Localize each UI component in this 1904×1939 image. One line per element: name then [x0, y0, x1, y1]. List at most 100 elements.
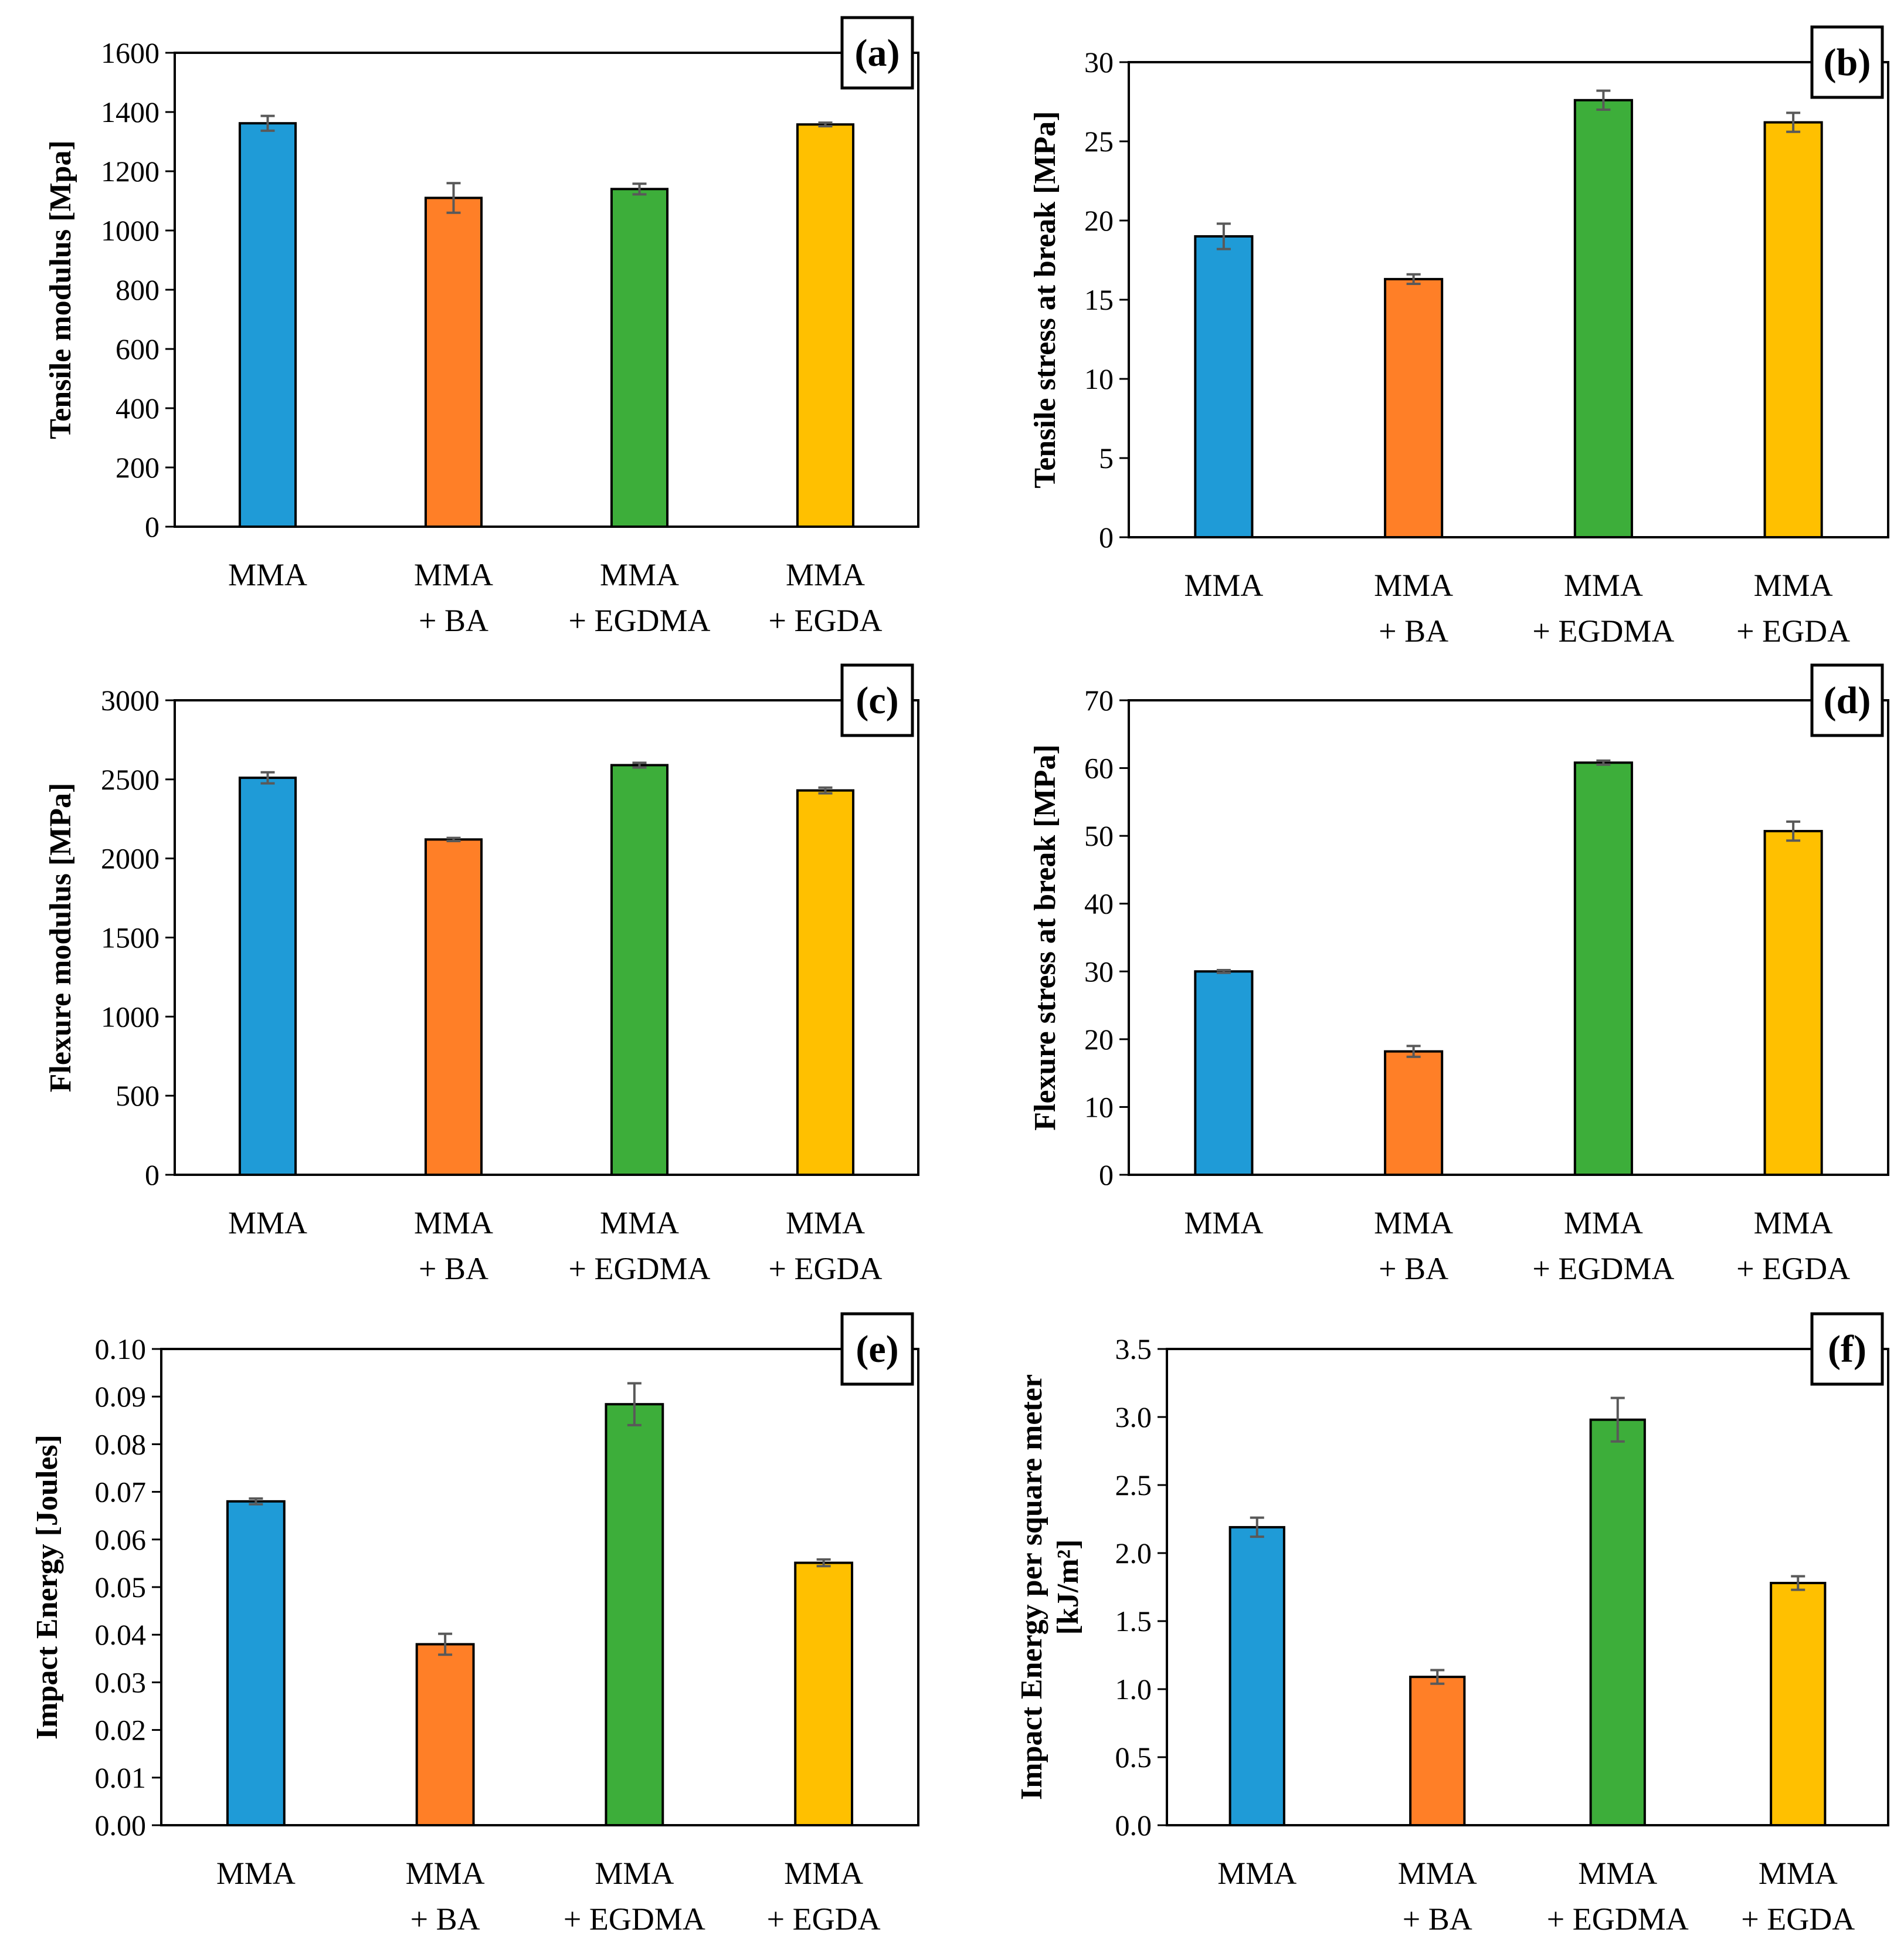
- y-tick-label: 0.10: [95, 1333, 147, 1365]
- y-tick-label: 200: [116, 451, 159, 484]
- chart-panel-f: 0.0 0.5 1.0 1.5 2.0 2.5 3.0 3.5 Impact Energy pe…: [1015, 1312, 1889, 1937]
- category-label: + BA: [410, 1901, 480, 1937]
- bar: [1763, 121, 1823, 539]
- bar: [794, 1561, 854, 1826]
- category-label: MMA: [1184, 568, 1263, 603]
- y-tick-label: 0.01: [95, 1761, 147, 1794]
- chart-panel-c: 0 500 1000 1500 2000 2500 3000 Flexure modulus …: [44, 663, 919, 1286]
- y-tick-label: 0.07: [95, 1476, 147, 1509]
- y-tick-label: 1000: [101, 214, 159, 247]
- category-label: + EGDMA: [1532, 613, 1674, 649]
- plot-frame: [1128, 699, 1889, 1176]
- y-tick-label: 70: [1084, 684, 1114, 717]
- panel-tag-box: [1810, 663, 1884, 737]
- category-label: MMA: [1398, 1856, 1477, 1891]
- category-label: MMA: [600, 1205, 679, 1240]
- bar: [1763, 830, 1823, 1176]
- category-label: MMA: [1217, 1856, 1297, 1891]
- category-label: MMA: [786, 557, 865, 592]
- y-tick-label: 15: [1084, 283, 1114, 316]
- category-label: MMA: [1564, 568, 1643, 603]
- panel-tag: (d): [1824, 679, 1871, 722]
- y-tick-label: 0.5: [1115, 1741, 1152, 1774]
- category-label: MMA: [228, 557, 307, 592]
- plot-frame: [1166, 1348, 1889, 1826]
- panel-tag-box: [1810, 1312, 1884, 1386]
- panel-tag: (c): [856, 679, 898, 722]
- y-tick-label: 10: [1084, 1090, 1114, 1123]
- y-tick-label: 500: [116, 1079, 159, 1112]
- y-tick-label: 30: [1084, 955, 1114, 988]
- y-axis-title: Flexure stress at break [MPa]: [1029, 744, 1062, 1131]
- y-tick-label: 1.5: [1115, 1605, 1152, 1638]
- y-tick-label: 2000: [101, 842, 159, 875]
- category-label: + BA: [1379, 1251, 1448, 1286]
- panel-tag: (f): [1828, 1328, 1866, 1371]
- bar: [1384, 277, 1444, 538]
- y-tick-label: 3.0: [1115, 1401, 1152, 1433]
- y-tick-label: 3.5: [1115, 1333, 1152, 1365]
- panel-tag-box: [1810, 25, 1884, 99]
- y-tick-label: 0.03: [95, 1666, 147, 1699]
- category-label: MMA: [1754, 1205, 1833, 1240]
- y-tick-label: 0: [1099, 521, 1114, 554]
- bar: [796, 789, 855, 1176]
- category-label: MMA: [1184, 1205, 1263, 1240]
- category-label: + EGDMA: [1547, 1901, 1689, 1937]
- category-label: + EGDA: [767, 1901, 881, 1937]
- chart-panel-a: 0 200 400 600 800 1000 1200 1400 1600 Tensile mod…: [44, 16, 919, 638]
- category-label: + EGDA: [1736, 613, 1850, 649]
- category-label: + EGDA: [769, 1251, 883, 1286]
- category-label: MMA: [216, 1856, 296, 1891]
- y-tick-label: 1400: [101, 96, 159, 128]
- y-tick-label: 0.00: [95, 1809, 147, 1842]
- y-tick-label: 20: [1084, 204, 1114, 237]
- y-axis-title: Flexure modulus [MPa]: [44, 783, 77, 1093]
- bar: [1409, 1676, 1466, 1827]
- category-label: MMA: [595, 1856, 674, 1891]
- y-tick-label: 20: [1084, 1023, 1114, 1056]
- y-tick-label: 1500: [101, 921, 159, 954]
- y-tick-label: 0: [145, 1158, 159, 1191]
- bar: [1228, 1526, 1285, 1826]
- category-label: + EGDMA: [569, 603, 711, 638]
- y-tick-label: 10: [1084, 362, 1114, 395]
- y-tick-label: 1200: [101, 155, 159, 188]
- category-label: MMA: [1374, 1205, 1453, 1240]
- y-tick-label: 0: [145, 510, 159, 543]
- category-label: MMA: [786, 1205, 865, 1240]
- category-label: + BA: [1403, 1901, 1472, 1937]
- bar: [1194, 970, 1254, 1177]
- y-tick-label: 2.0: [1115, 1537, 1152, 1569]
- y-tick-label: 5: [1099, 442, 1114, 474]
- bar: [424, 196, 483, 528]
- category-label: + EGDA: [1736, 1251, 1850, 1286]
- y-tick-label: 0.04: [95, 1618, 147, 1651]
- bar: [1589, 1418, 1646, 1826]
- category-label: MMA: [1578, 1856, 1657, 1891]
- panel-tag: (b): [1824, 41, 1871, 84]
- bar: [1194, 235, 1254, 538]
- category-label: MMA: [1754, 568, 1833, 603]
- y-tick-label: 0: [1099, 1158, 1114, 1191]
- bar: [1573, 99, 1633, 539]
- y-axis-title: [kJ/m²]: [1051, 1540, 1085, 1635]
- bar: [1384, 1050, 1444, 1177]
- y-tick-label: 1000: [101, 1000, 159, 1033]
- y-axis-title: Tensile stress at break [MPa]: [1029, 111, 1062, 488]
- y-tick-label: 0.02: [95, 1714, 147, 1747]
- chart-panel-b: 0 5 10 15 20 25 30 Tensile stress at break [MPa…: [1029, 25, 1889, 649]
- category-label: MMA: [228, 1205, 307, 1240]
- category-label: MMA: [600, 557, 679, 592]
- y-axis-title: Impact Energy per square meter: [1015, 1374, 1048, 1800]
- y-tick-label: 0.09: [95, 1380, 147, 1413]
- bar: [424, 838, 483, 1176]
- y-tick-label: 30: [1084, 46, 1114, 79]
- category-label: MMA: [406, 1856, 485, 1891]
- y-tick-label: 50: [1084, 819, 1114, 852]
- category-label: + BA: [419, 1251, 488, 1286]
- category-label: MMA: [1759, 1856, 1838, 1891]
- bar: [415, 1643, 475, 1826]
- panel-tag-box: [840, 16, 914, 90]
